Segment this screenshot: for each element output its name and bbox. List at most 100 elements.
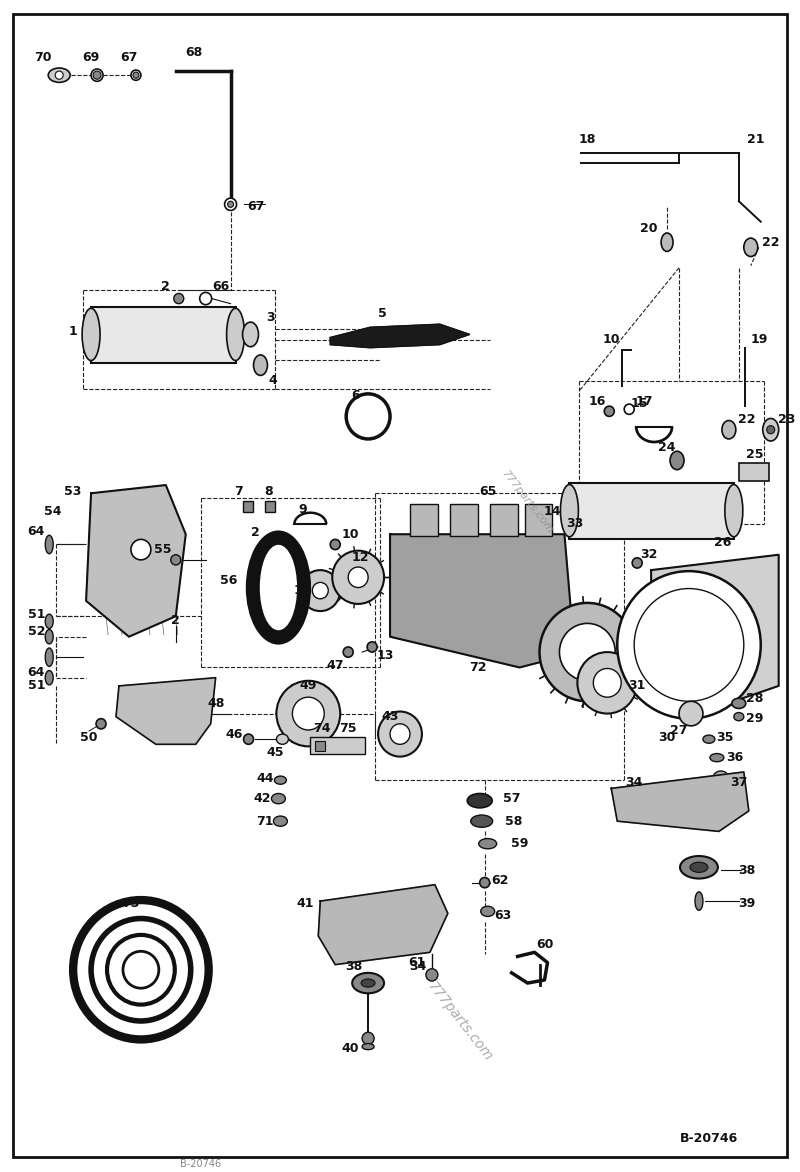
Text: 10: 10 (602, 333, 620, 346)
Text: 26: 26 (714, 536, 731, 548)
Circle shape (604, 407, 614, 416)
Text: 12: 12 (351, 551, 369, 564)
Ellipse shape (46, 614, 54, 628)
Polygon shape (86, 485, 186, 636)
Ellipse shape (46, 648, 54, 667)
Text: 45: 45 (266, 747, 284, 759)
Ellipse shape (254, 355, 267, 375)
Text: 69: 69 (82, 52, 100, 64)
Bar (410, 504, 438, 537)
Text: 43: 43 (382, 710, 398, 723)
Ellipse shape (361, 979, 375, 987)
Circle shape (228, 202, 234, 207)
Ellipse shape (82, 308, 100, 361)
Circle shape (578, 652, 637, 714)
Text: 2: 2 (251, 526, 260, 539)
Text: 32: 32 (641, 548, 658, 561)
Text: 27: 27 (670, 724, 688, 737)
Ellipse shape (46, 629, 54, 643)
Text: 37: 37 (730, 776, 747, 789)
Text: 10: 10 (342, 527, 359, 540)
Text: 52: 52 (27, 625, 45, 638)
Text: 21: 21 (747, 134, 765, 146)
Text: 4: 4 (268, 374, 277, 387)
Text: 40: 40 (342, 1042, 359, 1055)
Text: 2: 2 (162, 280, 170, 293)
Text: 56: 56 (220, 574, 238, 587)
Text: 47: 47 (326, 659, 344, 672)
Text: 5: 5 (378, 307, 386, 320)
Polygon shape (116, 677, 216, 744)
Ellipse shape (481, 906, 494, 917)
Circle shape (330, 539, 340, 550)
Text: 22: 22 (762, 236, 779, 248)
Ellipse shape (277, 734, 288, 744)
Text: 58: 58 (505, 815, 522, 827)
Ellipse shape (274, 816, 287, 826)
Circle shape (480, 878, 490, 887)
Text: B-20746: B-20746 (180, 1159, 222, 1170)
Text: 71: 71 (256, 815, 274, 827)
Circle shape (356, 404, 380, 429)
Text: 54: 54 (45, 505, 62, 518)
Bar (91, 307, 235, 363)
Circle shape (679, 701, 703, 725)
Text: 13: 13 (376, 648, 394, 662)
Bar (739, 463, 769, 481)
Text: 11: 11 (294, 584, 311, 597)
Text: 51: 51 (27, 607, 45, 621)
Bar (525, 504, 553, 537)
Circle shape (378, 711, 422, 757)
Circle shape (426, 969, 438, 981)
Text: 1: 1 (69, 325, 78, 338)
Circle shape (343, 647, 353, 657)
Polygon shape (651, 554, 778, 707)
Circle shape (618, 571, 761, 718)
Text: 38: 38 (738, 864, 755, 877)
Ellipse shape (226, 308, 245, 361)
Text: 7: 7 (234, 485, 243, 498)
Text: 23: 23 (778, 413, 795, 425)
Text: 64: 64 (27, 666, 45, 679)
Text: 8: 8 (264, 485, 273, 498)
Text: 34: 34 (410, 960, 426, 973)
Circle shape (594, 668, 622, 697)
Ellipse shape (762, 418, 778, 441)
Circle shape (107, 935, 174, 1004)
Text: 72: 72 (469, 661, 486, 674)
Circle shape (277, 681, 340, 747)
Text: 34: 34 (626, 776, 643, 789)
Text: 6: 6 (351, 389, 359, 402)
Text: 70: 70 (34, 52, 52, 64)
Circle shape (390, 724, 410, 744)
Bar (450, 504, 478, 537)
Text: 17: 17 (635, 395, 653, 408)
Bar (490, 504, 518, 537)
Text: 44: 44 (257, 771, 274, 784)
Circle shape (348, 567, 368, 587)
Text: 29: 29 (746, 713, 763, 725)
Ellipse shape (46, 670, 54, 684)
Ellipse shape (695, 892, 703, 911)
Text: 59: 59 (511, 837, 528, 850)
Circle shape (312, 582, 328, 599)
Circle shape (91, 919, 190, 1021)
Text: 9: 9 (298, 503, 306, 516)
Ellipse shape (91, 69, 103, 81)
Bar (315, 741, 326, 751)
Circle shape (266, 570, 275, 580)
Text: 62: 62 (491, 874, 508, 887)
Text: 67: 67 (120, 52, 138, 64)
Circle shape (632, 558, 642, 568)
Ellipse shape (131, 70, 141, 81)
Bar (242, 502, 253, 512)
Text: 51: 51 (27, 680, 45, 693)
Text: 42: 42 (254, 792, 271, 805)
Circle shape (766, 425, 774, 434)
Text: 73: 73 (122, 897, 140, 909)
Circle shape (559, 624, 615, 681)
Polygon shape (390, 534, 571, 668)
Ellipse shape (661, 233, 673, 252)
Text: 63: 63 (494, 909, 511, 922)
Text: 46: 46 (226, 728, 243, 741)
